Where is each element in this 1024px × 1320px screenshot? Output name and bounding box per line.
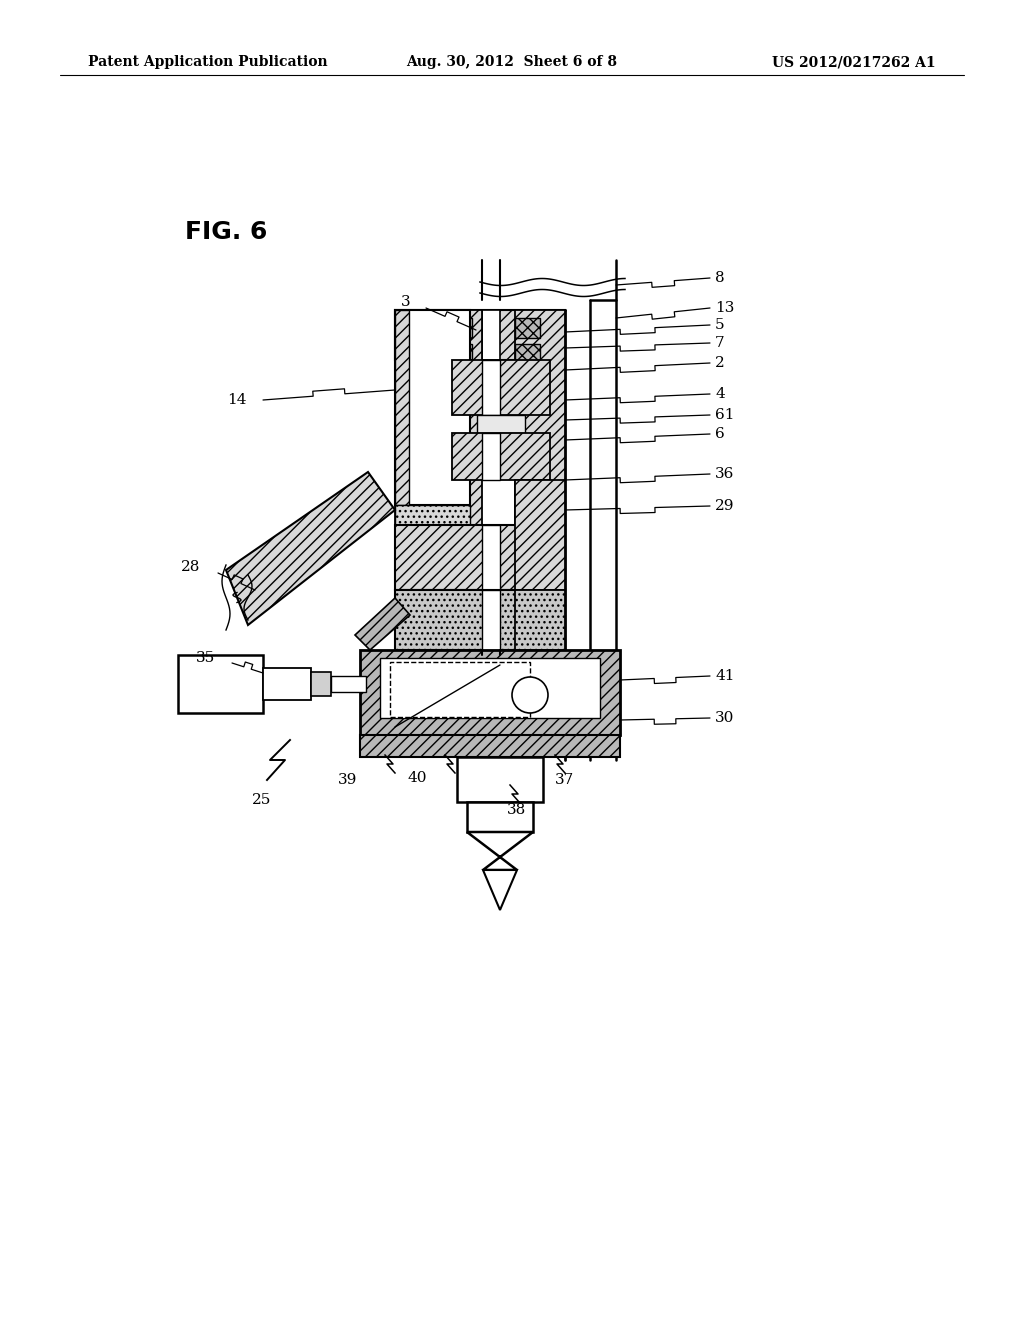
Bar bbox=[360, 735, 620, 756]
Text: FIG. 6: FIG. 6 bbox=[185, 220, 267, 244]
Text: Patent Application Publication: Patent Application Publication bbox=[88, 55, 328, 69]
Text: 4: 4 bbox=[715, 387, 725, 401]
Text: 40: 40 bbox=[408, 771, 427, 785]
Bar bbox=[482, 590, 500, 649]
Text: 28: 28 bbox=[180, 560, 200, 574]
Bar bbox=[452, 433, 550, 480]
Bar bbox=[452, 310, 482, 531]
Bar bbox=[395, 310, 409, 506]
Text: 6: 6 bbox=[715, 426, 725, 441]
Text: 38: 38 bbox=[507, 803, 526, 817]
Bar bbox=[515, 480, 565, 590]
Bar bbox=[515, 318, 540, 338]
Text: 8: 8 bbox=[715, 271, 725, 285]
Bar bbox=[482, 525, 500, 590]
Text: 41: 41 bbox=[715, 669, 734, 682]
Bar bbox=[482, 433, 500, 480]
Bar bbox=[457, 756, 543, 803]
Polygon shape bbox=[355, 598, 410, 649]
Bar bbox=[390, 663, 530, 717]
Bar bbox=[515, 345, 540, 364]
Bar bbox=[452, 360, 550, 414]
Bar bbox=[515, 310, 565, 531]
Text: 5: 5 bbox=[715, 318, 725, 333]
Text: Aug. 30, 2012  Sheet 6 of 8: Aug. 30, 2012 Sheet 6 of 8 bbox=[407, 55, 617, 69]
Bar bbox=[178, 655, 263, 713]
Bar bbox=[263, 668, 311, 700]
Bar bbox=[395, 525, 565, 590]
Text: 37: 37 bbox=[555, 774, 574, 787]
Bar bbox=[395, 506, 470, 525]
Text: 29: 29 bbox=[715, 499, 734, 513]
Text: 61: 61 bbox=[715, 408, 734, 422]
Bar bbox=[452, 318, 472, 338]
Circle shape bbox=[512, 677, 548, 713]
Bar bbox=[395, 310, 409, 360]
Text: 25: 25 bbox=[252, 793, 271, 807]
Bar bbox=[395, 310, 565, 360]
Text: 36: 36 bbox=[715, 467, 734, 480]
Text: 3: 3 bbox=[400, 294, 410, 309]
Bar bbox=[467, 803, 534, 832]
Bar bbox=[311, 672, 331, 696]
Bar bbox=[452, 345, 472, 364]
Bar bbox=[360, 649, 620, 735]
Bar bbox=[515, 590, 565, 649]
Bar bbox=[395, 310, 470, 506]
Bar bbox=[482, 310, 500, 360]
Text: 30: 30 bbox=[715, 711, 734, 725]
Text: 39: 39 bbox=[338, 774, 357, 787]
Text: 14: 14 bbox=[227, 393, 247, 407]
Text: 7: 7 bbox=[715, 337, 725, 350]
Text: 35: 35 bbox=[196, 651, 215, 665]
Text: US 2012/0217262 A1: US 2012/0217262 A1 bbox=[772, 55, 936, 69]
Bar bbox=[477, 414, 525, 433]
Text: 2: 2 bbox=[715, 356, 725, 370]
Text: 13: 13 bbox=[715, 301, 734, 315]
Bar bbox=[395, 590, 565, 649]
Bar bbox=[395, 310, 470, 360]
Polygon shape bbox=[467, 832, 534, 870]
Bar bbox=[380, 657, 600, 718]
Bar bbox=[482, 360, 500, 414]
Polygon shape bbox=[483, 870, 517, 909]
Bar bbox=[331, 676, 366, 692]
Polygon shape bbox=[226, 473, 395, 624]
